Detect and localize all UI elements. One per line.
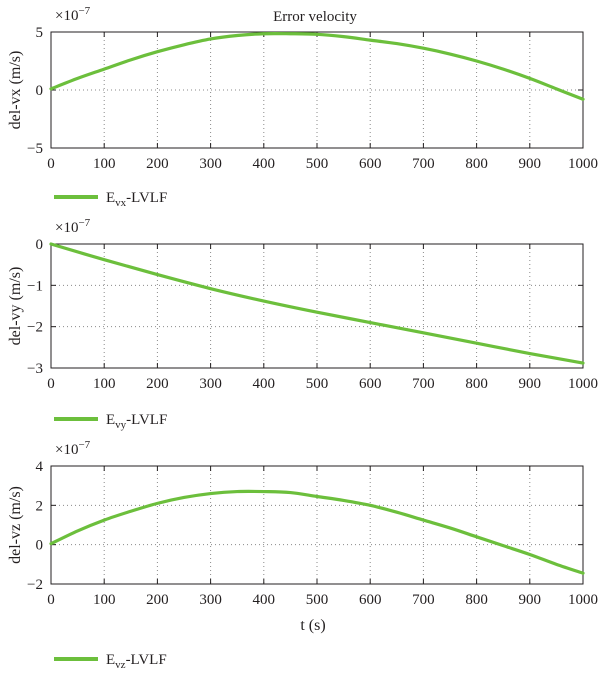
panel-2-y-tick-label: 0 xyxy=(36,237,44,253)
panel-1-axis-multiplier-exponent: −7 xyxy=(78,5,90,17)
panel-2-x-tick-label: 900 xyxy=(519,376,542,392)
panel-2-y-tick-label: −2 xyxy=(27,320,43,336)
panel-1-chart-title: Error velocity xyxy=(273,9,357,25)
panel-1-x-tick-label: 700 xyxy=(412,156,435,172)
panel-2-series-line xyxy=(49,242,585,365)
panel-3-y-tick-label: −2 xyxy=(27,577,43,593)
panel-3-x-tick-label: 900 xyxy=(519,592,542,608)
panel-2-axis-multiplier: ×10−7 xyxy=(55,217,91,236)
panel-2-x-tick-label: 100 xyxy=(93,376,116,392)
panel-2-plot-frame xyxy=(50,243,584,369)
panel-3-y-axis-label: del-vz (m/s) xyxy=(7,486,24,564)
panel-1-x-tick-label: 200 xyxy=(146,156,169,172)
panel-1-legend-label-subscript: vx xyxy=(115,197,127,209)
panel-3-x-tick-label: 800 xyxy=(465,592,488,608)
panel-3-x-axis-label: t (s) xyxy=(300,617,325,634)
panel-2-y-axis-label: del-vy (m/s) xyxy=(7,267,24,346)
panel-2-x-tick-label: 1000 xyxy=(568,376,598,392)
panel-2-x-tick-label: 300 xyxy=(199,376,222,392)
panel-3-y-tick-label: 0 xyxy=(36,538,44,554)
panel-3-y-tick-label: 2 xyxy=(36,498,44,514)
panel-1-axis-multiplier: ×10−7 xyxy=(55,5,91,24)
panel-1-legend-label-suffix: -LVLF xyxy=(126,190,167,206)
panel-2-x-tick-label: 800 xyxy=(465,376,488,392)
panel-2-axis-multiplier-exponent: −7 xyxy=(78,217,90,229)
panel-3-x-tick-label: 400 xyxy=(253,592,276,608)
panel-1-x-tick-label: 800 xyxy=(465,156,488,172)
panel-1-x-tick-label: 500 xyxy=(306,156,329,172)
panel-2-x-tick-label: 700 xyxy=(412,376,435,392)
panel-3-legend-label-subscript: vz xyxy=(115,659,126,671)
panel-3-plot-frame xyxy=(50,465,584,585)
panel-1-series-line xyxy=(49,31,585,101)
panel-1-x-tick-label: 1000 xyxy=(568,156,598,172)
panel-1-x-tick-label: 400 xyxy=(253,156,276,172)
panel-1-x-tick-label: 300 xyxy=(199,156,222,172)
panel-3-x-tick-label: 700 xyxy=(412,592,435,608)
panel-2-x-tick-label: 600 xyxy=(359,376,382,392)
panel-1-y-tick-label: 0 xyxy=(36,83,44,99)
panel-3-legend-label-suffix: -LVLF xyxy=(126,652,167,668)
panel-3-x-tick-label: 300 xyxy=(199,592,222,608)
panel-1-x-tick-label: 600 xyxy=(359,156,382,172)
panel-1-x-tick-label: 100 xyxy=(93,156,116,172)
panel-3-x-tick-label: 600 xyxy=(359,592,382,608)
panel-2-legend-label-subscript: vy xyxy=(115,419,127,431)
panel-3-x-tick-label: 0 xyxy=(47,592,55,608)
panel-2-y-tick-label: −3 xyxy=(27,361,43,377)
panel-3-x-tick-label: 1000 xyxy=(568,592,598,608)
panel-1-y-axis-label: del-vx (m/s) xyxy=(7,51,24,130)
panel-2-x-tick-label: 400 xyxy=(253,376,276,392)
panel-1-y-tick-label: 5 xyxy=(36,25,44,41)
panel-3-axis-multiplier: ×10−7 xyxy=(55,439,91,458)
panel-3-series-line xyxy=(49,489,585,575)
panel-2-x-tick-label: 0 xyxy=(47,376,55,392)
panel-2-y-tick-label: −1 xyxy=(27,278,43,294)
panel-3-x-tick-label: 500 xyxy=(306,592,329,608)
panel-2-legend-label: Evy-LVLF xyxy=(106,412,167,431)
panel-2-x-tick-label: 500 xyxy=(306,376,329,392)
panel-3-y-tick-label: 4 xyxy=(36,459,44,475)
panel-1-x-tick-label: 900 xyxy=(519,156,542,172)
panel-1-legend-label: Evx-LVLF xyxy=(106,190,167,209)
panel-2-legend-label-suffix: -LVLF xyxy=(126,412,167,428)
panel-1-x-tick-label: 0 xyxy=(47,156,55,172)
panel-3-x-tick-label: 200 xyxy=(146,592,169,608)
panel-1-y-tick-label: −5 xyxy=(27,141,43,157)
panel-3-legend-label: Evz-LVLF xyxy=(106,652,167,671)
panel-3-x-tick-label: 100 xyxy=(93,592,116,608)
panel-3-axis-multiplier-exponent: −7 xyxy=(78,439,90,451)
panel-2-x-tick-label: 200 xyxy=(146,376,169,392)
